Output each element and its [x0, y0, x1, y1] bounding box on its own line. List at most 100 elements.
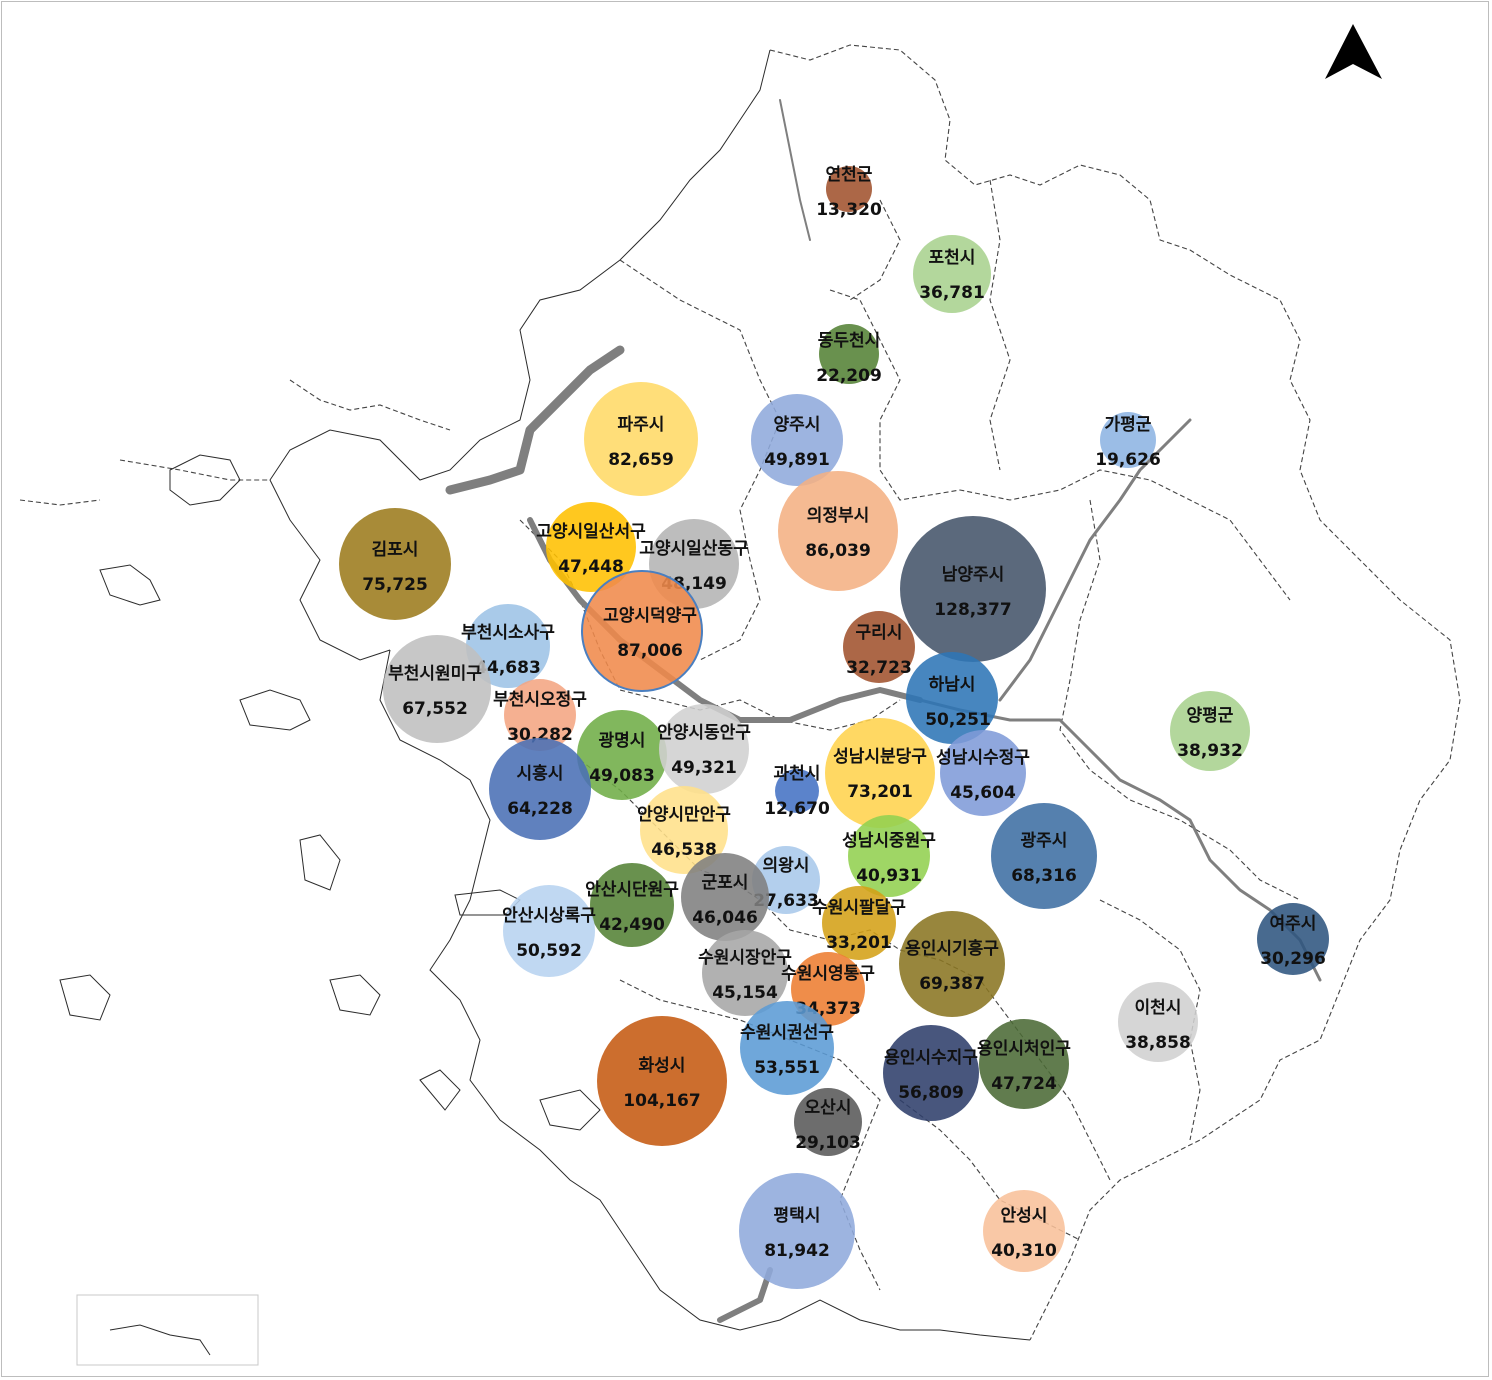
bubble-sosa: 부천시소사구 44,683	[461, 604, 555, 688]
bubble-circle	[991, 803, 1097, 909]
bubble-circle	[825, 718, 935, 828]
bubble-gwangmyeong: 광명시 49,083	[577, 710, 667, 800]
bubble-icheon: 이천시 38,858	[1118, 982, 1198, 1062]
region-name: 안산시단원구	[585, 880, 679, 900]
region-value: 56,809	[898, 1083, 964, 1103]
bubble-circle	[913, 235, 991, 313]
region-name: 용인시처인구	[977, 1039, 1071, 1059]
region-name: 평택시	[774, 1206, 821, 1226]
bubble-deogyang: 고양시덕양구 87,006	[581, 570, 703, 692]
region-name: 양평군	[1187, 706, 1234, 726]
bubble-gimpo: 김포시 75,725	[339, 508, 451, 620]
region-name: 성남시중원구	[842, 831, 936, 851]
region-name: 군포시	[702, 873, 749, 893]
bubble-circle	[883, 1025, 979, 1121]
region-value: 40,931	[856, 866, 922, 886]
bubble-cheoin: 용인시처인구 47,724	[977, 1019, 1071, 1109]
bubble-jungwon: 성남시중원구 40,931	[842, 815, 936, 897]
bubble-yeoju: 여주시 30,296	[1257, 903, 1329, 975]
bubble-circle	[739, 1173, 855, 1289]
bubble-jangan: 수원시장안구 45,154	[698, 930, 792, 1016]
bubble-yangju: 양주시 49,891	[751, 394, 843, 486]
bubble-circle	[794, 1088, 862, 1156]
region-name: 용인시수지구	[884, 1048, 978, 1068]
bubble-circle	[899, 911, 1005, 1017]
bubble-namyangju: 남양주시 128,377	[900, 516, 1046, 662]
region-name: 부천시오정구	[493, 690, 587, 710]
bubble-circle	[778, 471, 898, 591]
region-value: 42,490	[599, 915, 665, 935]
bubble-circle	[983, 1190, 1065, 1272]
region-name: 부천시소사구	[461, 623, 555, 643]
region-value: 75,725	[362, 575, 428, 595]
region-name: 수원시영통구	[781, 964, 875, 984]
bubble-circle	[979, 1019, 1069, 1109]
bubble-circle	[848, 815, 930, 897]
region-value: 104,167	[623, 1091, 700, 1111]
bubble-circle	[1118, 982, 1198, 1062]
region-name: 김포시	[372, 540, 419, 560]
bubble-gwangju: 광주시 68,316	[991, 803, 1097, 909]
region-value: 67,552	[402, 699, 468, 719]
bubble-hwaseong: 화성시 104,167	[597, 1016, 727, 1146]
bubble-ojeong: 부천시오정구 30,282	[493, 679, 587, 751]
region-name: 수원시장안구	[698, 948, 792, 968]
bubble-yangpyeong: 양평군 38,932	[1170, 691, 1250, 771]
bubble-wonmi: 부천시원미구 67,552	[383, 635, 491, 743]
bubble-circle	[659, 704, 749, 794]
region-name: 수원시팔달구	[812, 897, 906, 918]
bubble-pocheon: 포천시 36,781	[913, 235, 991, 313]
bubble-hanam: 하남시 50,251	[906, 652, 998, 744]
bubble-ilsanseo: 고양시일산서구 47,448	[536, 502, 646, 592]
region-value: 81,942	[764, 1241, 830, 1261]
region-value: 13,320	[816, 200, 882, 220]
bubble-suji: 용인시수지구 56,809	[883, 1025, 979, 1121]
bubble-circle	[597, 1016, 727, 1146]
region-name: 안양시만안구	[637, 805, 731, 825]
bubble-sangnok: 안산시상록구 50,592	[502, 885, 596, 977]
region-value: 128,377	[934, 600, 1011, 620]
bubble-circle	[826, 166, 872, 212]
region-name: 남양주시	[942, 565, 1005, 585]
region-value: 22,209	[816, 366, 882, 386]
region-name: 성남시수정구	[936, 748, 1030, 768]
region-name: 용인시기흥구	[905, 938, 999, 959]
region-value: 53,551	[754, 1058, 820, 1078]
region-value: 12,670	[764, 799, 830, 819]
bubble-dongan: 안양시동안구 49,321	[657, 704, 751, 794]
bubble-sujeong: 성남시수정구 45,604	[936, 730, 1030, 816]
region-name: 파주시	[618, 415, 665, 435]
region-name: 의정부시	[807, 506, 870, 526]
region-value: 50,592	[516, 941, 582, 961]
bubble-bundang: 성남시분당구 73,201	[825, 718, 935, 828]
region-name: 하남시	[929, 675, 976, 695]
region-value: 69,387	[919, 974, 985, 994]
bubble-circle	[590, 863, 674, 947]
region-value: 38,932	[1177, 741, 1243, 761]
region-value: 30,282	[507, 725, 573, 745]
province-boundaries	[19, 44, 1461, 1366]
region-value: 30,296	[1260, 949, 1326, 969]
bubble-circle	[940, 730, 1026, 816]
region-name: 가평군	[1105, 415, 1152, 435]
bubble-gunpo: 군포시 46,046	[681, 853, 769, 941]
region-name: 시흥시	[517, 763, 564, 784]
region-name: 이천시	[1135, 998, 1182, 1018]
bubble-circle	[819, 324, 879, 384]
bubble-circle	[546, 502, 636, 592]
bubble-gapyeong: 가평군 19,626	[1095, 412, 1161, 470]
region-value: 33,201	[826, 933, 892, 953]
bubble-circle	[339, 508, 451, 620]
bubble-circle	[503, 885, 595, 977]
region-value: 45,604	[950, 783, 1016, 803]
region-name: 구리시	[856, 623, 903, 643]
bubble-uijeongbu: 의정부시 86,039	[778, 471, 898, 591]
bubble-circle	[822, 886, 896, 960]
bubble-circle	[740, 1001, 834, 1095]
region-name: 부천시원미구	[388, 664, 482, 684]
bubble-circle	[775, 769, 819, 813]
region-value: 50,251	[925, 710, 991, 730]
region-value: 87,006	[617, 641, 683, 661]
region-value: 86,039	[805, 541, 871, 561]
